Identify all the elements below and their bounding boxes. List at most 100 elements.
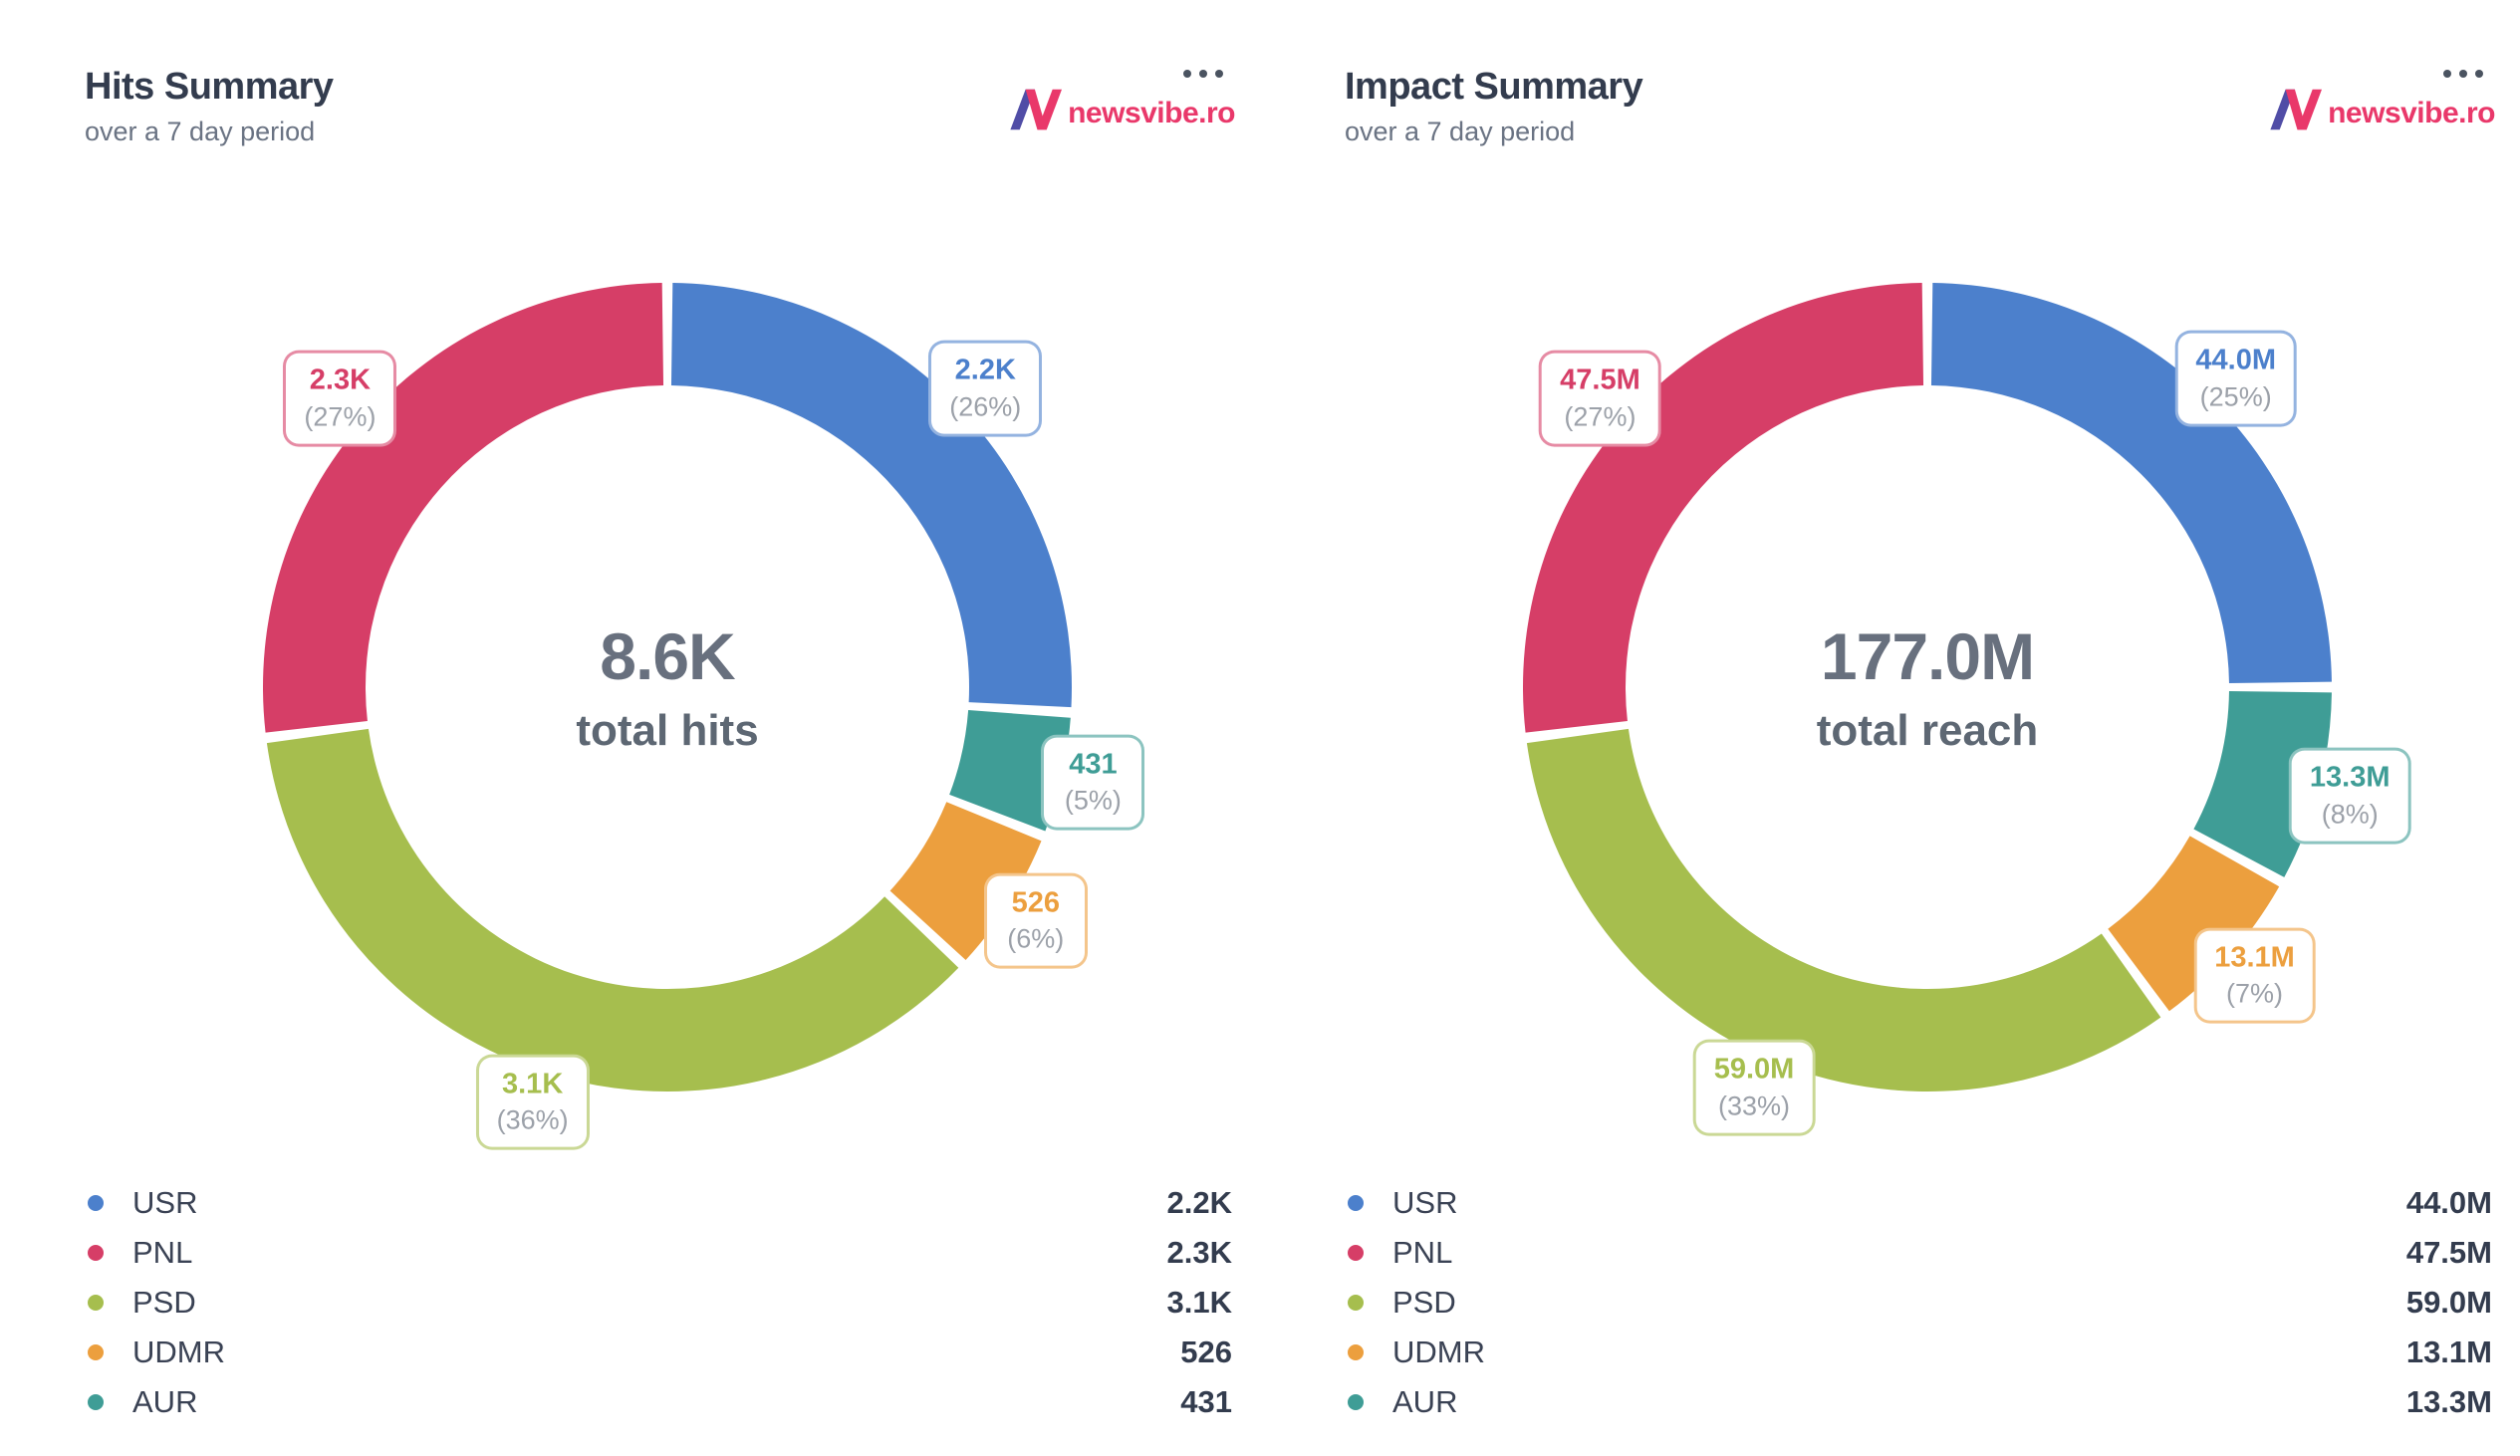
legend-label: AUR bbox=[1392, 1384, 1458, 1419]
legend-item-psd[interactable]: PSD 59.0M bbox=[1348, 1278, 2492, 1328]
callout-udmr: 13.1M (7%) bbox=[2193, 927, 2316, 1025]
legend: USR 2.2K PNL 2.3K PSD 3.1K UDMR 526 AUR 431 bbox=[0, 1178, 1260, 1427]
card-title: Impact Summary bbox=[1345, 66, 1643, 108]
donut-slice-psd[interactable] bbox=[266, 728, 959, 1092]
newsvibe-logo: newsvibe.ro bbox=[1007, 88, 1235, 131]
callout-usr: 2.2K (26%) bbox=[928, 340, 1043, 437]
donut-center-label: 177.0M total reach bbox=[1817, 618, 2039, 756]
legend-label: PSD bbox=[132, 1285, 196, 1320]
callout-percent: (5%) bbox=[1064, 785, 1122, 816]
callout-value: 526 bbox=[1011, 886, 1060, 919]
legend-dot-icon bbox=[88, 1195, 104, 1211]
card-title: Hits Summary bbox=[85, 66, 334, 108]
newsvibe-logo-text: newsvibe.ro bbox=[1068, 97, 1235, 129]
legend-dot-icon bbox=[88, 1245, 104, 1261]
callout-value: 59.0M bbox=[1713, 1053, 1795, 1086]
callout-percent: (25%) bbox=[2199, 381, 2272, 412]
overflow-menu-icon[interactable] bbox=[2267, 70, 2483, 78]
callout-value: 47.5M bbox=[1560, 364, 1640, 396]
legend-dot-icon bbox=[1348, 1394, 1364, 1410]
brand-block: newsvibe.ro bbox=[1007, 66, 1235, 131]
card-subtitle: over a 7 day period bbox=[1345, 117, 1576, 146]
callout-psd: 59.0M (33%) bbox=[1692, 1039, 1816, 1136]
total-label: total reach bbox=[1816, 706, 2039, 755]
donut-chart: 8.6K total hits 2.2K (26%) 431 (5%) 526 (6%) 3… bbox=[0, 179, 1260, 1175]
callout-value: 13.1M bbox=[2214, 941, 2295, 974]
callout-value: 2.3K bbox=[309, 364, 372, 396]
legend-value: 2.3K bbox=[1166, 1235, 1232, 1270]
legend-value: 44.0M bbox=[2405, 1185, 2492, 1220]
callout-psd: 3.1K (36%) bbox=[475, 1054, 590, 1150]
hits-summary-card: Hits Summary over a 7 day period newsvib… bbox=[0, 66, 1260, 1427]
donut-slice-usr[interactable] bbox=[670, 283, 1072, 708]
newsvibe-logo-text: newsvibe.ro bbox=[2328, 97, 2495, 129]
card-subtitle: over a 7 day period bbox=[85, 117, 316, 146]
callout-percent: (27%) bbox=[1564, 401, 1637, 432]
legend-label: PNL bbox=[1392, 1235, 1453, 1270]
total-value: 177.0M bbox=[1820, 619, 2035, 693]
legend-value: 526 bbox=[1180, 1335, 1232, 1369]
card-header: Hits Summary over a 7 day period newsvib… bbox=[85, 66, 1235, 147]
donut-slice-psd[interactable] bbox=[1526, 728, 2161, 1092]
legend-label: USR bbox=[1392, 1185, 1458, 1220]
donut-slice-aur[interactable] bbox=[949, 709, 1071, 832]
overflow-menu-icon[interactable] bbox=[1007, 70, 1223, 78]
donut-slice-udmr[interactable] bbox=[889, 802, 1042, 961]
legend-dot-icon bbox=[88, 1344, 104, 1360]
donut-slice-pnl[interactable] bbox=[263, 283, 664, 733]
impact-summary-card: Impact Summary over a 7 day period newsv… bbox=[1260, 0, 2520, 1456]
donut-center-label: 8.6K total hits bbox=[576, 618, 758, 756]
callout-value: 3.1K bbox=[502, 1068, 564, 1100]
legend: USR 44.0M PNL 47.5M PSD 59.0M UDMR 13.1M AUR 13.3… bbox=[1260, 1178, 2520, 1427]
donut-chart: 177.0M total reach 44.0M (25%) 13.3M (8%) 13… bbox=[1260, 179, 2520, 1175]
callout-percent: (36%) bbox=[496, 1104, 569, 1135]
legend-item-aur[interactable]: AUR 13.3M bbox=[1348, 1377, 2492, 1427]
title-block: Impact Summary over a 7 day period bbox=[1345, 66, 1643, 147]
callout-percent: (7%) bbox=[2226, 978, 2284, 1009]
newsvibe-n-icon bbox=[2270, 89, 2323, 130]
legend-dot-icon bbox=[88, 1295, 104, 1311]
legend-item-udmr[interactable]: UDMR 526 bbox=[88, 1328, 1232, 1377]
callout-usr: 44.0M (25%) bbox=[2174, 330, 2298, 427]
callout-aur: 431 (5%) bbox=[1041, 734, 1145, 831]
total-label: total hits bbox=[576, 706, 759, 755]
legend-item-pnl[interactable]: PNL 2.3K bbox=[88, 1228, 1232, 1278]
callout-percent: (27%) bbox=[304, 401, 377, 432]
donut-slice-udmr[interactable] bbox=[2108, 836, 2280, 1012]
legend-item-usr[interactable]: USR 44.0M bbox=[1348, 1178, 2492, 1228]
newsvibe-n-icon bbox=[1010, 89, 1063, 130]
legend-item-pnl[interactable]: PNL 47.5M bbox=[1348, 1228, 2492, 1278]
legend-label: UDMR bbox=[1392, 1335, 1485, 1369]
legend-dot-icon bbox=[1348, 1344, 1364, 1360]
legend-item-aur[interactable]: AUR 431 bbox=[88, 1377, 1232, 1427]
legend-value: 59.0M bbox=[2405, 1285, 2492, 1320]
donut-slice-pnl[interactable] bbox=[1523, 283, 1924, 733]
legend-dot-icon bbox=[1348, 1295, 1364, 1311]
callout-value: 13.3M bbox=[2309, 761, 2391, 794]
legend-label: PSD bbox=[1392, 1285, 1456, 1320]
legend-dot-icon bbox=[1348, 1195, 1364, 1211]
callout-value: 431 bbox=[1069, 748, 1118, 781]
donut-slice-usr[interactable] bbox=[1930, 283, 2332, 684]
legend-value: 47.5M bbox=[2405, 1235, 2492, 1270]
legend-label: AUR bbox=[132, 1384, 198, 1419]
brand-block: newsvibe.ro bbox=[2267, 66, 2495, 131]
callout-value: 44.0M bbox=[2195, 344, 2277, 376]
legend-value: 3.1K bbox=[1166, 1285, 1232, 1320]
callout-value: 2.2K bbox=[954, 354, 1016, 386]
callout-percent: (6%) bbox=[1007, 923, 1065, 954]
legend-label: PNL bbox=[132, 1235, 193, 1270]
legend-label: USR bbox=[132, 1185, 198, 1220]
legend-dot-icon bbox=[1348, 1245, 1364, 1261]
donut-rings bbox=[263, 283, 1072, 1092]
legend-value: 431 bbox=[1180, 1384, 1232, 1419]
legend-item-usr[interactable]: USR 2.2K bbox=[88, 1178, 1232, 1228]
legend-item-psd[interactable]: PSD 3.1K bbox=[88, 1278, 1232, 1328]
callout-udmr: 526 (6%) bbox=[983, 872, 1088, 970]
total-value: 8.6K bbox=[600, 619, 735, 693]
callout-pnl: 2.3K (27%) bbox=[283, 350, 397, 447]
callout-pnl: 47.5M (27%) bbox=[1539, 350, 1661, 447]
legend-item-udmr[interactable]: UDMR 13.1M bbox=[1348, 1328, 2492, 1377]
legend-label: UDMR bbox=[132, 1335, 225, 1369]
